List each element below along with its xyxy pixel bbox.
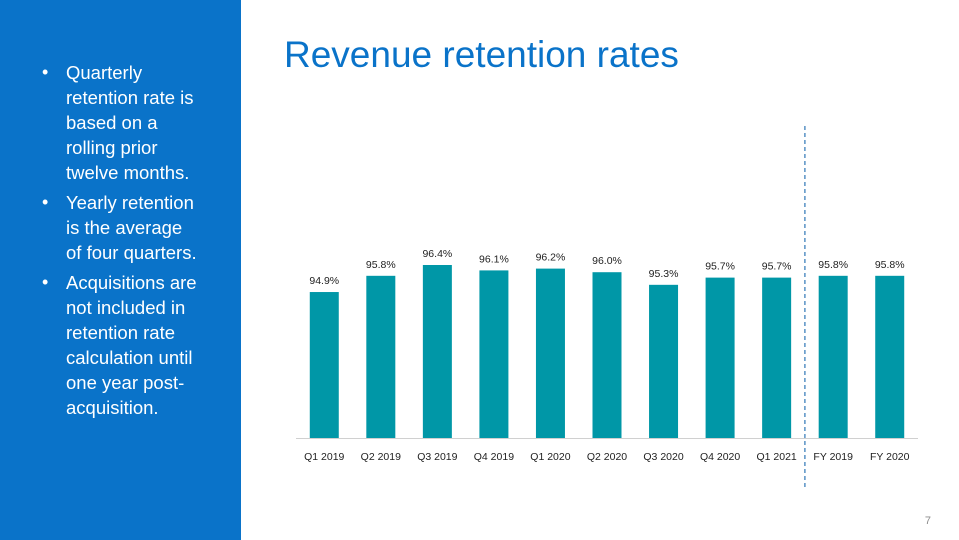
bar-6 — [649, 284, 679, 438]
value-label-10: 95.8% — [875, 259, 905, 271]
category-label-6: Q3 2020 — [643, 451, 683, 463]
category-label-3: Q4 2019 — [474, 451, 514, 463]
category-label-10: FY 2020 — [870, 451, 910, 463]
value-label-5: 96.0% — [592, 255, 622, 267]
value-label-0: 94.9% — [309, 275, 339, 287]
value-label-8: 95.7% — [762, 261, 792, 273]
note-yearly-average: Yearly retention is the average of four … — [42, 190, 202, 265]
category-label-1: Q2 2019 — [361, 451, 401, 463]
page-number: 7 — [924, 515, 931, 527]
category-label-5: Q2 2020 — [587, 451, 627, 463]
bar-10 — [875, 275, 905, 438]
value-label-1: 95.8% — [366, 259, 396, 271]
value-label-2: 96.4% — [422, 248, 452, 260]
category-label-0: Q1 2019 — [304, 451, 344, 463]
value-label-3: 96.1% — [479, 253, 509, 265]
value-label-6: 95.3% — [649, 268, 679, 280]
value-label-9: 95.8% — [818, 259, 848, 271]
bar-3 — [479, 270, 509, 438]
notes-list: Quarterly retention rate is based on a r… — [42, 60, 202, 425]
bar-7 — [705, 277, 735, 438]
note-acquisitions: Acquisitions are not included in retenti… — [42, 270, 202, 420]
category-label-2: Q3 2019 — [417, 451, 457, 463]
category-label-4: Q1 2020 — [530, 451, 570, 463]
category-label-9: FY 2019 — [813, 451, 853, 463]
bar-1 — [366, 275, 396, 438]
slide-title: Revenue retention rates — [284, 34, 679, 75]
category-label-7: Q4 2020 — [700, 451, 740, 463]
value-label-4: 96.2% — [536, 252, 566, 264]
value-label-7: 95.7% — [705, 261, 735, 273]
category-label-8: Q1 2021 — [756, 451, 796, 463]
sidebar-panel: Quarterly retention rate is based on a r… — [0, 0, 241, 540]
bar-2 — [422, 265, 452, 438]
note-rolling-rate: Quarterly retention rate is based on a r… — [42, 60, 202, 185]
bar-5 — [592, 272, 622, 438]
bar-4 — [535, 268, 565, 438]
bar-9 — [818, 275, 848, 438]
bar-0 — [309, 292, 339, 438]
bar-8 — [762, 277, 792, 438]
